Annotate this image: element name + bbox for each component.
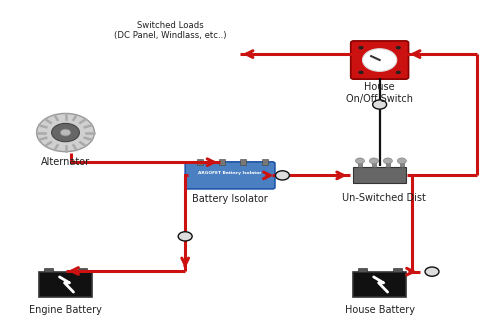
Text: House Battery: House Battery bbox=[344, 305, 414, 314]
Bar bbox=[354, 167, 406, 183]
Circle shape bbox=[178, 232, 192, 241]
Circle shape bbox=[396, 46, 401, 49]
Bar bbox=[372, 162, 376, 167]
Circle shape bbox=[52, 123, 80, 142]
Bar bbox=[240, 159, 246, 165]
Circle shape bbox=[372, 100, 386, 109]
Bar bbox=[78, 268, 88, 272]
Circle shape bbox=[396, 71, 401, 74]
Circle shape bbox=[370, 158, 378, 164]
Bar bbox=[354, 272, 406, 297]
Circle shape bbox=[384, 158, 392, 164]
Bar bbox=[40, 272, 92, 297]
Text: ARGOFET Battery Isolator: ARGOFET Battery Isolator bbox=[198, 171, 262, 175]
Text: Engine Battery: Engine Battery bbox=[29, 305, 102, 314]
Text: Battery Isolator: Battery Isolator bbox=[192, 194, 268, 204]
Bar bbox=[386, 162, 390, 167]
Circle shape bbox=[276, 171, 289, 180]
Bar bbox=[358, 162, 362, 167]
Bar bbox=[392, 268, 402, 272]
Bar bbox=[44, 268, 52, 272]
Circle shape bbox=[36, 114, 94, 152]
Circle shape bbox=[358, 46, 364, 49]
Bar bbox=[197, 159, 203, 165]
Bar bbox=[219, 159, 224, 165]
Circle shape bbox=[362, 49, 397, 71]
FancyBboxPatch shape bbox=[185, 162, 275, 189]
Text: Un-Switched Dist: Un-Switched Dist bbox=[342, 193, 425, 203]
Text: House
On/Off Switch: House On/Off Switch bbox=[346, 82, 413, 104]
Circle shape bbox=[60, 129, 70, 136]
Bar bbox=[358, 268, 366, 272]
Text: Alternator: Alternator bbox=[41, 157, 90, 167]
Circle shape bbox=[356, 158, 364, 164]
Circle shape bbox=[358, 71, 364, 74]
Text: Switched Loads
(DC Panel, Windlass, etc..): Switched Loads (DC Panel, Windlass, etc.… bbox=[114, 21, 226, 40]
Circle shape bbox=[398, 158, 406, 164]
Bar bbox=[400, 162, 404, 167]
FancyBboxPatch shape bbox=[350, 41, 408, 79]
Circle shape bbox=[425, 267, 439, 276]
Bar bbox=[262, 159, 268, 165]
